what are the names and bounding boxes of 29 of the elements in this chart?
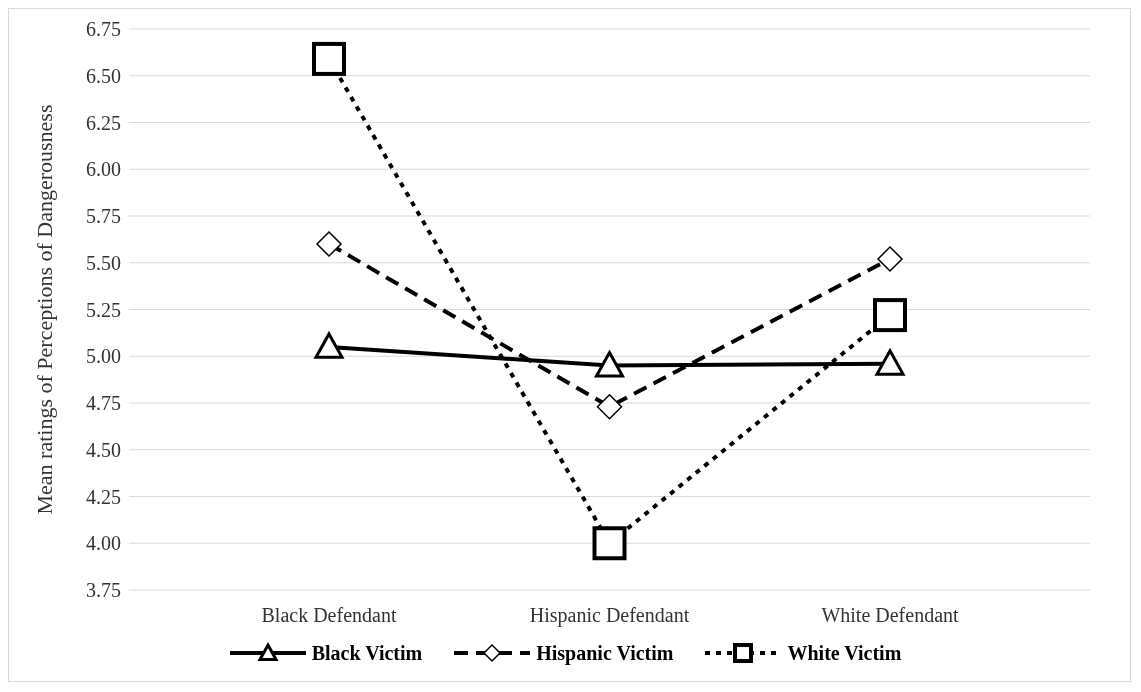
point	[316, 231, 342, 257]
point	[877, 246, 903, 272]
y-tick-label: 5.25	[86, 298, 121, 321]
point	[592, 526, 627, 561]
legend-label: Hispanic Victim	[536, 641, 674, 665]
point	[314, 332, 344, 359]
point	[595, 351, 624, 378]
y-tick-label: 3.75	[86, 579, 121, 602]
legend-label: White Victim	[787, 641, 902, 665]
x-tick-label: Hispanic Defendant	[529, 604, 690, 628]
y-tick-label: 6.25	[86, 111, 121, 134]
y-tick-label: 4.75	[86, 392, 121, 415]
y-tick-label: 4.25	[86, 485, 121, 508]
point	[875, 349, 905, 376]
y-tick-label: 5.50	[86, 251, 121, 274]
point	[873, 298, 907, 333]
y-tick-label: 4.50	[86, 438, 121, 461]
x-tick-label: White Defendant	[821, 604, 960, 627]
x-tick-label: Black Defendant	[261, 604, 397, 627]
legend-label: Black Victim	[311, 641, 423, 665]
y-axis-title: Mean ratings of Perceptions of Dangerousness	[31, 104, 57, 515]
y-tick-label: 5.00	[86, 345, 121, 368]
y-tick-label: 6.75	[86, 18, 121, 41]
y-tick-label: 4.00	[86, 532, 121, 555]
y-tick-label: 5.75	[86, 205, 121, 228]
y-tick-label: 6.50	[86, 64, 121, 87]
y-tick-label: 6.00	[86, 158, 121, 181]
point	[312, 41, 346, 76]
point	[596, 393, 623, 420]
